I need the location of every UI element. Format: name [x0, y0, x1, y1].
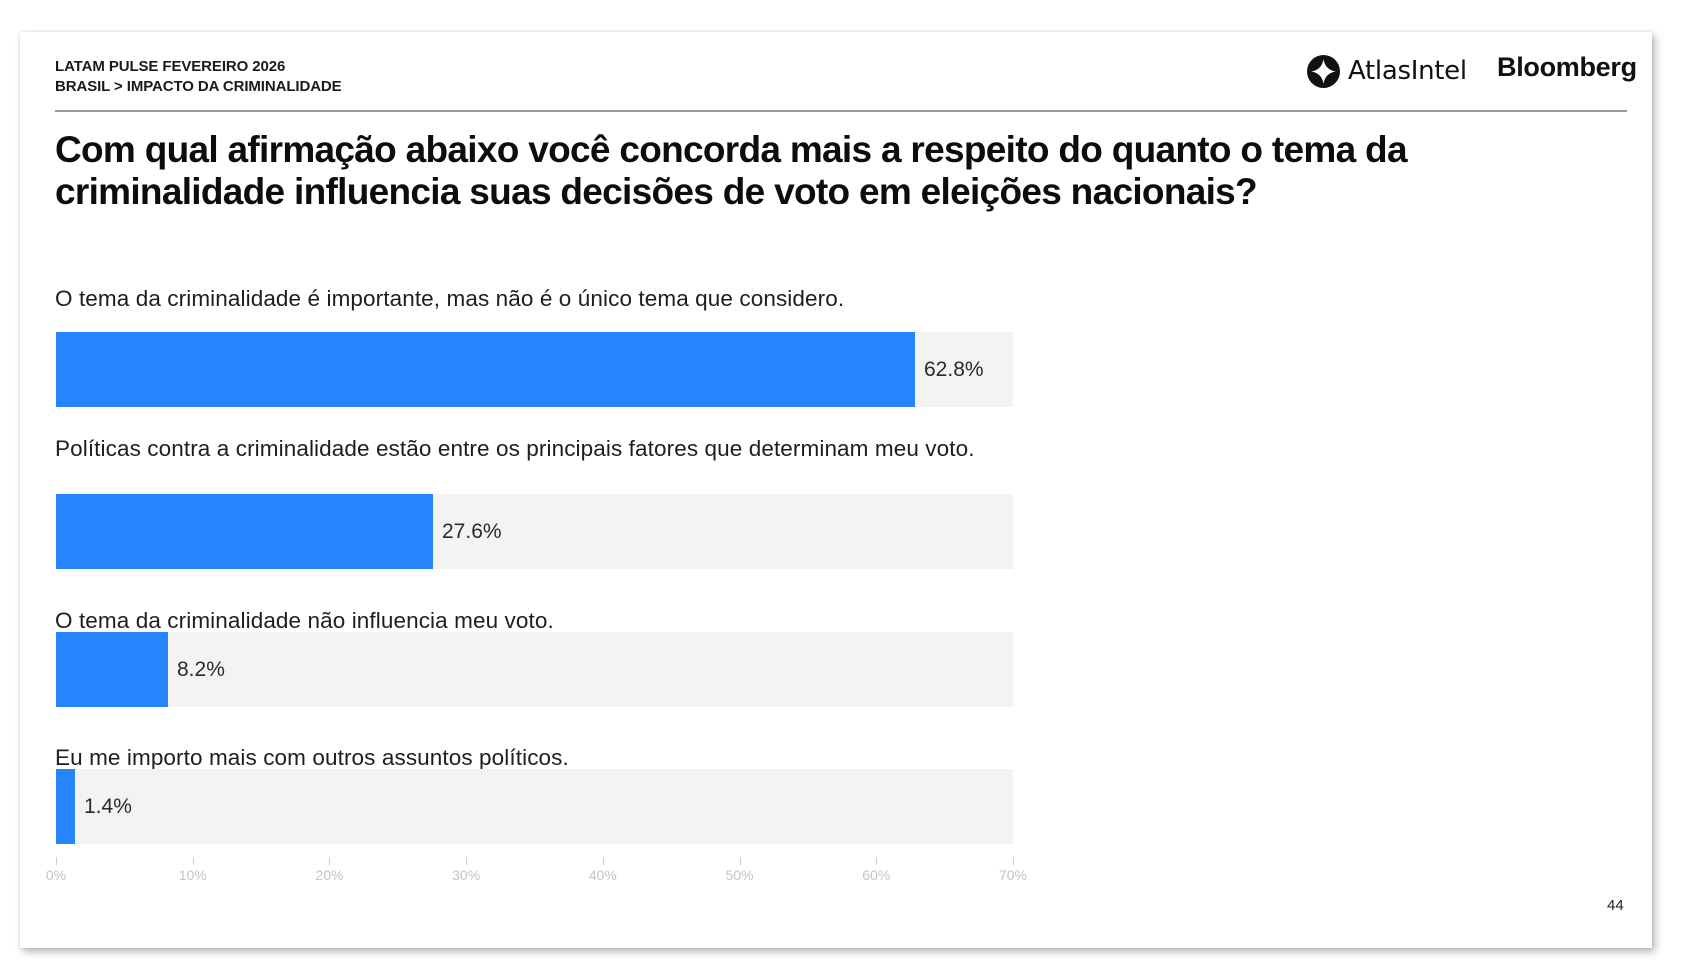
x-axis-tick-label: 40%	[588, 867, 617, 883]
x-axis-tick	[329, 857, 331, 865]
x-axis-tick	[602, 857, 604, 865]
x-axis-tick	[192, 857, 194, 865]
bar-fill-3	[56, 632, 168, 707]
bar-value-1: 62.8%	[924, 357, 984, 381]
survey-name: LATAM PULSE FEVEREIRO 2026	[55, 58, 286, 75]
page-number: 44	[1607, 897, 1624, 914]
x-axis-tick	[466, 857, 468, 865]
bar-fill-1	[56, 332, 915, 407]
x-axis-tick-label: 10%	[178, 867, 207, 883]
header-divider	[55, 110, 1627, 112]
bar-track-1: 62.8%	[56, 332, 1013, 407]
x-axis-tick-label: 70%	[998, 867, 1028, 883]
bar-value-4: 1.4%	[84, 794, 132, 818]
bar-track-2: 27.6%	[56, 494, 1013, 569]
x-axis-tick-label: 60%	[862, 867, 891, 883]
bar-label-4: Eu me importo mais com outros assuntos p…	[55, 745, 569, 770]
x-axis-tick-label: 50%	[725, 867, 754, 883]
x-axis: 0% 10% 20% 30% 40% 50% 60% 70%	[46, 857, 1027, 897]
x-axis-tick	[739, 857, 741, 865]
bar-value-3: 8.2%	[177, 657, 225, 681]
slide-card: LATAM PULSE FEVEREIRO 2026 BRASIL > IMPA…	[20, 32, 1652, 948]
x-axis-tick	[56, 857, 57, 865]
question-title: Com qual afirmação abaixo você concorda …	[55, 129, 1408, 212]
atlasintel-logo: AtlasIntel	[1307, 54, 1467, 88]
x-axis-tick	[876, 857, 878, 865]
bar-fill-4	[56, 769, 75, 844]
x-axis-tick-label: 30%	[452, 867, 481, 883]
bar-label-1: O tema da criminalidade é importante, ma…	[55, 286, 845, 311]
atlasintel-logo-text: AtlasIntel	[1348, 56, 1467, 86]
bar-track-3: 8.2%	[56, 632, 1013, 707]
x-axis-tick-label: 0%	[45, 867, 67, 883]
breadcrumb: BRASIL > IMPACTO DA CRIMINALIDADE	[55, 78, 342, 95]
bar-label-3: O tema da criminalidade não influencia m…	[55, 608, 554, 633]
atlasintel-logo-icon	[1307, 54, 1340, 88]
bar-value-2: 27.6%	[442, 519, 502, 543]
bar-track-4: 1.4%	[56, 769, 1013, 844]
bar-label-2: Políticas contra a criminalidade estão e…	[55, 436, 975, 461]
x-axis-tick	[1013, 857, 1014, 865]
bar-fill-2	[56, 494, 433, 569]
bloomberg-logo: Bloomberg	[1497, 52, 1637, 82]
x-axis-tick-label: 20%	[315, 867, 344, 883]
